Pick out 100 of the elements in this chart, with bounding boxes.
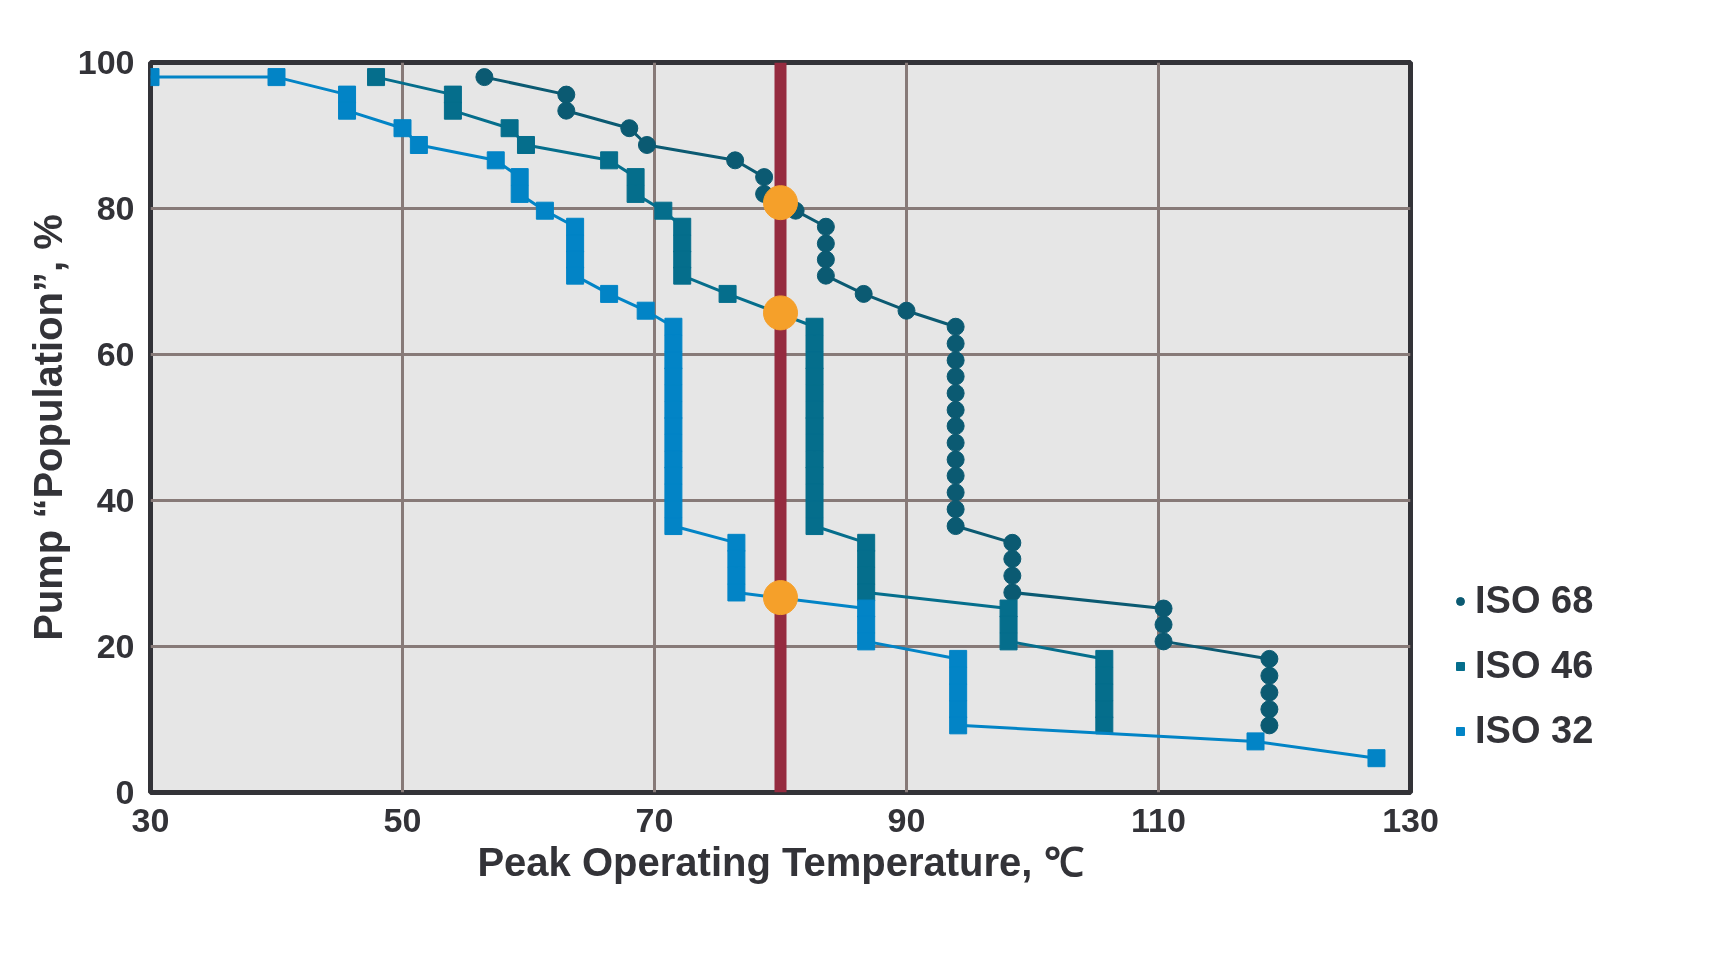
point: [805, 517, 824, 536]
point: [946, 483, 965, 502]
point: [664, 384, 683, 403]
point: [664, 417, 683, 436]
point: [854, 284, 873, 303]
point: [805, 433, 824, 452]
y-tick-label: 60: [96, 335, 135, 373]
point: [557, 101, 576, 120]
point: [805, 384, 824, 403]
point: [1246, 732, 1265, 751]
point: [726, 151, 745, 170]
x-tick-label: 110: [1131, 800, 1186, 839]
point: [946, 334, 965, 353]
point: [763, 185, 798, 221]
x-axis-title: Peak Operating Temperature, ℃: [477, 839, 1084, 884]
point: [805, 334, 824, 353]
y-tick-label: 40: [96, 481, 135, 519]
legend-label: ISO 68: [1475, 579, 1594, 622]
y-tick-label: 100: [77, 43, 135, 81]
point: [673, 250, 692, 269]
point: [946, 367, 965, 386]
point: [673, 266, 692, 285]
point: [566, 266, 585, 285]
point: [664, 317, 683, 336]
point: [1003, 533, 1022, 552]
point: [857, 549, 876, 568]
y-axis-title: Pump “Population”, %: [25, 214, 70, 641]
point: [267, 68, 286, 87]
point: [949, 649, 968, 668]
point: [535, 201, 554, 220]
point: [443, 85, 462, 104]
point: [727, 583, 746, 602]
point: [516, 135, 535, 154]
legend-label: ISO 32: [1475, 709, 1594, 752]
point: [1154, 632, 1173, 651]
point: [946, 500, 965, 519]
point: [500, 119, 519, 138]
point: [857, 632, 876, 651]
point: [510, 168, 529, 187]
point: [338, 85, 357, 104]
point: [946, 450, 965, 469]
point: [805, 400, 824, 419]
point: [946, 384, 965, 403]
point: [718, 284, 737, 303]
point: [763, 295, 798, 331]
point: [1003, 566, 1022, 585]
point: [946, 317, 965, 336]
point: [510, 184, 529, 203]
x-tick-label: 70: [635, 800, 674, 839]
point: [664, 450, 683, 469]
point: [664, 517, 683, 536]
y-tick-label: 20: [96, 627, 135, 665]
point: [1260, 649, 1279, 668]
point: [1095, 683, 1114, 702]
x-tick-label: 50: [383, 800, 422, 839]
point: [1154, 599, 1173, 618]
point: [664, 433, 683, 452]
point: [816, 250, 835, 269]
legend-label: ISO 46: [1475, 644, 1594, 687]
point: [1003, 549, 1022, 568]
point: [475, 68, 494, 87]
point: [816, 234, 835, 253]
x-tick-label: 90: [887, 800, 926, 839]
point: [664, 500, 683, 519]
point: [897, 301, 916, 320]
point: [486, 151, 505, 170]
point: [727, 533, 746, 552]
point: [949, 683, 968, 702]
point: [664, 400, 683, 419]
point: [1260, 666, 1279, 685]
point: [338, 101, 357, 120]
point: [1003, 583, 1022, 602]
point: [805, 417, 824, 436]
point: [999, 632, 1018, 651]
point: [1154, 615, 1173, 634]
point: [664, 483, 683, 502]
point: [946, 401, 965, 419]
point: [946, 417, 965, 436]
y-tick-label: 80: [96, 189, 135, 227]
point: [727, 566, 746, 585]
point: [636, 301, 655, 320]
point: [664, 466, 683, 485]
point: [566, 250, 585, 269]
point: [946, 351, 965, 370]
point: [946, 433, 965, 452]
point: [755, 168, 774, 187]
point: [409, 135, 428, 154]
point: [600, 284, 619, 303]
point: [805, 450, 824, 469]
point: [816, 217, 835, 236]
point: [664, 367, 683, 386]
point: [805, 466, 824, 485]
point: [1260, 683, 1279, 702]
point: [763, 580, 798, 616]
point: [1367, 749, 1386, 768]
point: [805, 317, 824, 336]
point: [999, 615, 1018, 634]
point: [443, 101, 462, 120]
point: [626, 184, 645, 203]
point: [857, 615, 876, 634]
